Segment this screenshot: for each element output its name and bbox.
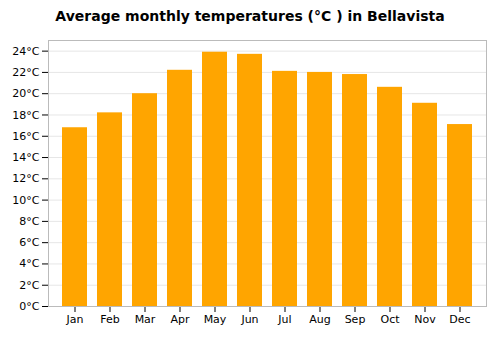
svg-text:Jan: Jan — [66, 313, 84, 326]
svg-text:Feb: Feb — [100, 313, 119, 326]
svg-text:Aug: Aug — [309, 313, 330, 326]
svg-text:Sep: Sep — [345, 313, 366, 326]
svg-text:2°C: 2°C — [19, 279, 39, 292]
svg-text:Jul: Jul — [277, 313, 291, 326]
svg-text:Nov: Nov — [414, 313, 436, 326]
svg-text:22°C: 22°C — [12, 66, 39, 79]
svg-text:Apr: Apr — [170, 313, 190, 326]
svg-text:4°C: 4°C — [19, 257, 39, 270]
svg-text:16°C: 16°C — [12, 130, 39, 143]
svg-text:18°C: 18°C — [12, 109, 39, 122]
svg-text:12°C: 12°C — [12, 172, 39, 185]
svg-text:8°C: 8°C — [19, 215, 39, 228]
svg-text:Dec: Dec — [449, 313, 470, 326]
svg-text:May: May — [204, 313, 227, 326]
svg-text:20°C: 20°C — [12, 87, 39, 100]
svg-text:6°C: 6°C — [19, 236, 39, 249]
svg-text:24°C: 24°C — [12, 45, 39, 58]
svg-text:10°C: 10°C — [12, 194, 39, 207]
svg-text:Jun: Jun — [240, 313, 258, 326]
svg-text:Mar: Mar — [135, 313, 156, 326]
html-text:Average monthly temperatures (: Average monthly temperatures (°C ) in Be… — [55, 8, 445, 24]
svg-text:0°C: 0°C — [19, 300, 39, 313]
svg-text:Oct: Oct — [380, 313, 400, 326]
svg-text:14°C: 14°C — [12, 151, 39, 164]
